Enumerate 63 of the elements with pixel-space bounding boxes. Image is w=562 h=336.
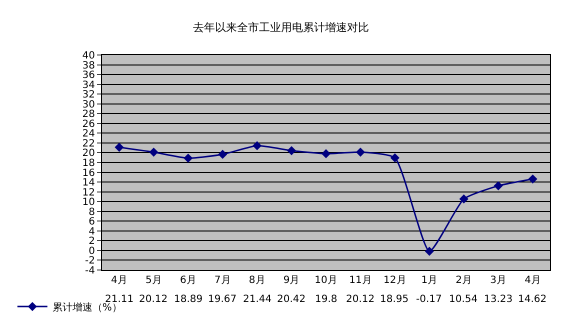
y-tick-label: 38 — [82, 60, 95, 72]
y-tick-label: 12 — [82, 187, 95, 198]
x-tick-label: 4月 — [524, 275, 541, 286]
y-tick-label: 26 — [82, 118, 95, 130]
data-label: 10.54 — [449, 294, 478, 305]
data-label: 19.67 — [208, 294, 237, 305]
y-tick-label: 28 — [82, 109, 95, 120]
x-tick-label: 7月 — [214, 275, 231, 286]
x-tick-label: 11月 — [349, 275, 372, 286]
data-label: 20.42 — [277, 294, 306, 305]
y-tick-label: 40 — [82, 50, 95, 62]
y-tick-label: 6 — [88, 216, 95, 228]
point — [218, 150, 228, 159]
point — [424, 246, 434, 256]
y-tick-label: 20 — [82, 148, 95, 160]
y-tick-label: 10 — [82, 197, 95, 208]
data-label: 20.12 — [139, 294, 168, 305]
x-tick-label: 3月 — [490, 275, 506, 286]
point — [528, 174, 538, 184]
data-label: 19.8 — [315, 294, 338, 305]
y-tick-label: 24 — [82, 128, 95, 140]
y-tick-label: 30 — [82, 99, 95, 110]
point — [114, 142, 124, 152]
point — [184, 154, 193, 163]
point — [390, 153, 400, 162]
y-tick-label: 14 — [82, 178, 95, 189]
y-tick-label: 32 — [82, 90, 95, 101]
x-tick-label: 12月 — [384, 275, 406, 286]
point — [149, 148, 158, 157]
x-tick-label: 6月 — [180, 275, 196, 286]
data-label: -0.17 — [416, 294, 442, 305]
chart-title: 去年以来全市工业用电累计增速对比 — [193, 21, 369, 34]
y-tick-label: -4 — [85, 266, 95, 276]
data-label: 18.95 — [380, 294, 409, 305]
y-tick-label: 34 — [82, 80, 95, 91]
point — [286, 146, 296, 156]
data-label: 13.23 — [484, 294, 513, 305]
point — [494, 181, 503, 190]
point — [459, 194, 468, 204]
x-tick-label: 9月 — [283, 275, 300, 286]
data-label: 20.12 — [346, 294, 375, 305]
data-label: 21.44 — [243, 294, 272, 305]
x-tick-label: 4月 — [111, 275, 128, 286]
x-tick-label: 1月 — [421, 275, 438, 286]
y-tick-label: 16 — [82, 168, 95, 179]
point — [356, 148, 366, 157]
data-label: 14.62 — [518, 294, 547, 305]
x-tick-label: 2月 — [456, 275, 472, 286]
y-tick-label: 22 — [82, 138, 95, 150]
point — [252, 141, 262, 150]
y-tick-label: 36 — [82, 70, 95, 82]
x-tick-label: 8月 — [248, 275, 266, 286]
point — [321, 149, 331, 158]
y-tick-label: -2 — [85, 256, 95, 267]
y-tick-label: 18 — [82, 158, 95, 169]
x-tick-label: 5月 — [146, 275, 162, 286]
data-label: 18.89 — [174, 294, 203, 305]
y-tick-label: 2 — [88, 236, 95, 248]
y-tick-label: 4 — [88, 226, 95, 238]
y-tick-label: 0 — [88, 246, 95, 257]
x-tick-label: 10月 — [314, 275, 338, 286]
legend-label: 累计增速（%） — [52, 301, 122, 314]
y-tick-label: 8 — [88, 206, 95, 218]
